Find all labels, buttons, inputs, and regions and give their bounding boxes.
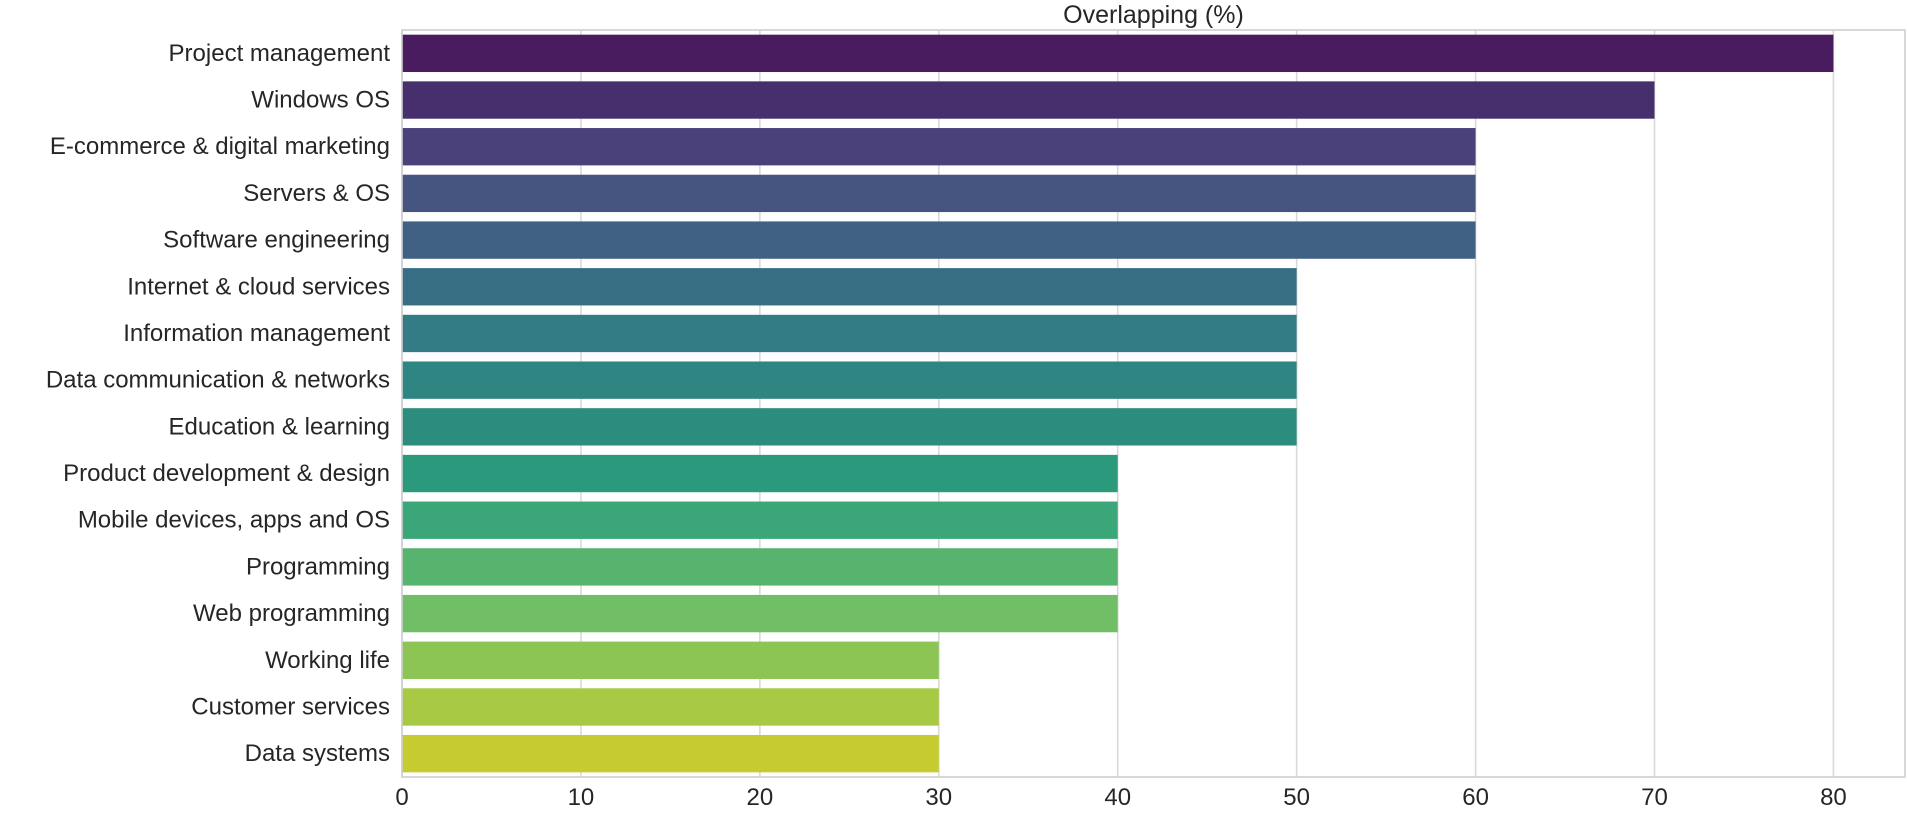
- bar-customer-services: [402, 688, 939, 726]
- bar-e-commerce-and-digital-marketing: [402, 128, 1476, 166]
- bar-working-life: [402, 641, 939, 679]
- bar-information-management: [402, 314, 1297, 353]
- bar-mobile-devices-apps-and-os: [402, 501, 1118, 539]
- category-label-project-management: Project management: [169, 40, 391, 67]
- bar-internet-and-cloud-services: [402, 268, 1297, 306]
- bar-web-programming: [402, 594, 1118, 633]
- category-labels: Project management Windows OS E-commerce &…: [46, 40, 390, 767]
- bar-programming: [402, 548, 1118, 586]
- category-label-product-development-and-design: Product development & design: [63, 460, 390, 487]
- category-label-working-life: Working life: [265, 647, 390, 674]
- category-label-data-communication-and-networks: Data communication & networks: [46, 367, 390, 394]
- chart-title: Overlapping (%): [1063, 1, 1244, 29]
- bar-servers-and-os: [402, 174, 1476, 213]
- category-label-programming: Programming: [246, 553, 390, 580]
- x-tick-label-40: 40: [1104, 784, 1131, 811]
- x-tick-label-50: 50: [1283, 784, 1310, 811]
- category-label-mobile-devices-apps-and-os: Mobile devices, apps and OS: [78, 507, 390, 534]
- category-label-e-commerce-and-digital-marketing: E-commerce & digital marketing: [50, 133, 390, 160]
- bar-software-engineering: [402, 221, 1476, 259]
- x-tick-labels: 0 10 20 30 40 50 60 70 80: [395, 784, 1846, 811]
- bar-product-development-and-design: [402, 454, 1118, 493]
- x-tick-label-20: 20: [747, 784, 774, 811]
- x-tick-label-0: 0: [395, 784, 408, 811]
- category-label-customer-services: Customer services: [191, 693, 390, 720]
- bar-education-and-learning: [402, 408, 1297, 446]
- x-tick-label-60: 60: [1462, 784, 1489, 811]
- category-label-servers-and-os: Servers & OS: [243, 180, 390, 207]
- bars: [402, 34, 1834, 773]
- bar-data-systems: [402, 734, 939, 773]
- x-tick-label-30: 30: [925, 784, 952, 811]
- category-label-education-and-learning: Education & learning: [169, 413, 390, 440]
- x-tick-label-80: 80: [1820, 784, 1847, 811]
- category-label-software-engineering: Software engineering: [163, 227, 390, 254]
- x-tick-label-70: 70: [1641, 784, 1668, 811]
- x-tick-label-10: 10: [568, 784, 595, 811]
- bar-data-communication-and-networks: [402, 361, 1297, 399]
- bar-project-management: [402, 34, 1834, 73]
- bar-windows-os: [402, 81, 1655, 119]
- category-label-web-programming: Web programming: [193, 600, 390, 627]
- category-label-windows-os: Windows OS: [251, 87, 390, 114]
- category-label-internet-and-cloud-services: Internet & cloud services: [127, 273, 390, 300]
- plot-frame: [401, 29, 1906, 778]
- category-label-information-management: Information management: [123, 320, 390, 347]
- category-label-data-systems: Data systems: [245, 740, 390, 767]
